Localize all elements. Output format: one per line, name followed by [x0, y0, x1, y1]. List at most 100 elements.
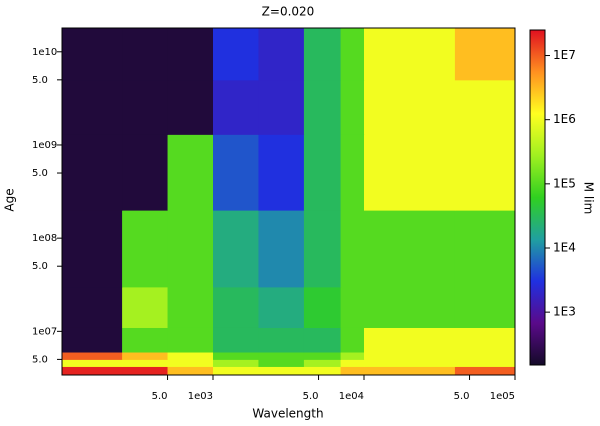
colorbar-tick-label: 1E5: [553, 176, 576, 190]
heat-cell: [303, 79, 342, 135]
heat-cell: [364, 28, 456, 81]
heat-cell: [213, 359, 259, 367]
colorbar-tick-label: 1E3: [553, 305, 576, 319]
heat-cell: [62, 286, 123, 328]
heat-cell: [364, 366, 456, 376]
heat-cell: [303, 286, 342, 328]
heat-cell: [167, 79, 214, 135]
heat-cell: [340, 359, 365, 367]
y-tick-label: 1e10: [32, 47, 57, 58]
heat-cell: [167, 366, 214, 376]
heat-cell: [340, 79, 365, 135]
heat-cell: [303, 359, 342, 367]
heat-cell: [122, 327, 169, 353]
heat-cell: [213, 286, 259, 328]
heat-cell: [454, 134, 516, 211]
heat-cell: [258, 366, 305, 376]
y-tick-label: 5.0: [32, 354, 48, 365]
heat-cell: [167, 28, 214, 81]
colorbar-tick-label: 1E7: [553, 48, 576, 62]
heat-cell: [340, 366, 365, 376]
heat-cell: [454, 352, 516, 360]
y-tick-label: 5.0: [32, 168, 48, 179]
heat-cell: [303, 352, 342, 360]
heat-cell: [167, 359, 214, 367]
heat-cell: [258, 359, 305, 367]
heat-cell: [258, 210, 305, 288]
colorbar: [529, 29, 546, 366]
heat-cell: [454, 286, 516, 328]
heat-cell: [122, 134, 169, 211]
heat-cell: [213, 366, 259, 376]
heat-cell: [258, 79, 305, 135]
heat-cell: [364, 210, 456, 288]
y-tick-label: 5.0: [32, 75, 48, 86]
x-tick-label: 1e05: [490, 391, 515, 402]
heat-cell: [364, 327, 456, 353]
x-axis-label: Wavelength: [252, 407, 323, 421]
y-tick-label: 5.0: [32, 261, 48, 272]
heat-cell: [122, 359, 169, 367]
heat-cell: [62, 366, 123, 376]
y-tick-label: 1e07: [32, 326, 57, 337]
x-tick-label: 1e04: [339, 391, 364, 402]
heat-cell: [364, 359, 456, 367]
heat-cell: [454, 327, 516, 353]
heat-cell: [62, 210, 123, 288]
heat-cell: [454, 79, 516, 135]
heat-cell: [122, 352, 169, 360]
heat-cell: [340, 352, 365, 360]
x-tick-label: 5.0: [303, 391, 319, 402]
heat-cell: [454, 28, 516, 81]
heat-cell: [364, 79, 456, 135]
y-axis-label: Age: [3, 188, 17, 211]
heat-cell: [213, 327, 259, 353]
heat-cell: [454, 366, 516, 376]
heat-cell: [340, 210, 365, 288]
heat-cell: [167, 286, 214, 328]
heat-cell: [303, 134, 342, 211]
colorbar-tick-label: 1E6: [553, 112, 576, 126]
heat-cell: [62, 352, 123, 360]
heat-cell: [303, 210, 342, 288]
heat-cell: [213, 79, 259, 135]
heat-cell: [62, 79, 123, 135]
heat-cell: [340, 134, 365, 211]
x-tick-label: 5.0: [454, 391, 470, 402]
heat-cell: [258, 28, 305, 81]
heat-cell: [258, 327, 305, 353]
heat-cell: [340, 327, 365, 353]
heat-cell: [167, 352, 214, 360]
heat-cell: [213, 210, 259, 288]
heat-cell: [258, 352, 305, 360]
heat-cell: [258, 286, 305, 328]
heat-cell: [213, 352, 259, 360]
heat-cell: [122, 28, 169, 81]
heat-cell: [303, 327, 342, 353]
x-tick-label: 1e03: [188, 391, 213, 402]
heat-cell: [364, 286, 456, 328]
heat-cell: [62, 359, 123, 367]
x-tick-label: 5.0: [152, 391, 168, 402]
heat-cell: [62, 134, 123, 211]
heat-cell: [364, 352, 456, 360]
heat-cell: [122, 79, 169, 135]
heat-cell: [62, 327, 123, 353]
y-tick-label: 1e08: [32, 233, 57, 244]
heat-cell: [454, 210, 516, 288]
heat-cell: [213, 134, 259, 211]
heat-cell: [340, 286, 365, 328]
heat-cell: [167, 210, 214, 288]
heat-cell: [258, 134, 305, 211]
heat-cell: [122, 210, 169, 288]
chart-title: Z=0.020: [262, 5, 315, 19]
heat-cell: [122, 366, 169, 376]
heat-cell: [303, 28, 342, 81]
heat-cell: [167, 134, 214, 211]
heat-cell: [364, 134, 456, 211]
colorbar-tick-label: 1E4: [553, 240, 576, 254]
heat-cell: [303, 366, 342, 376]
heat-cell: [213, 28, 259, 81]
plot-frame: [61, 27, 516, 376]
